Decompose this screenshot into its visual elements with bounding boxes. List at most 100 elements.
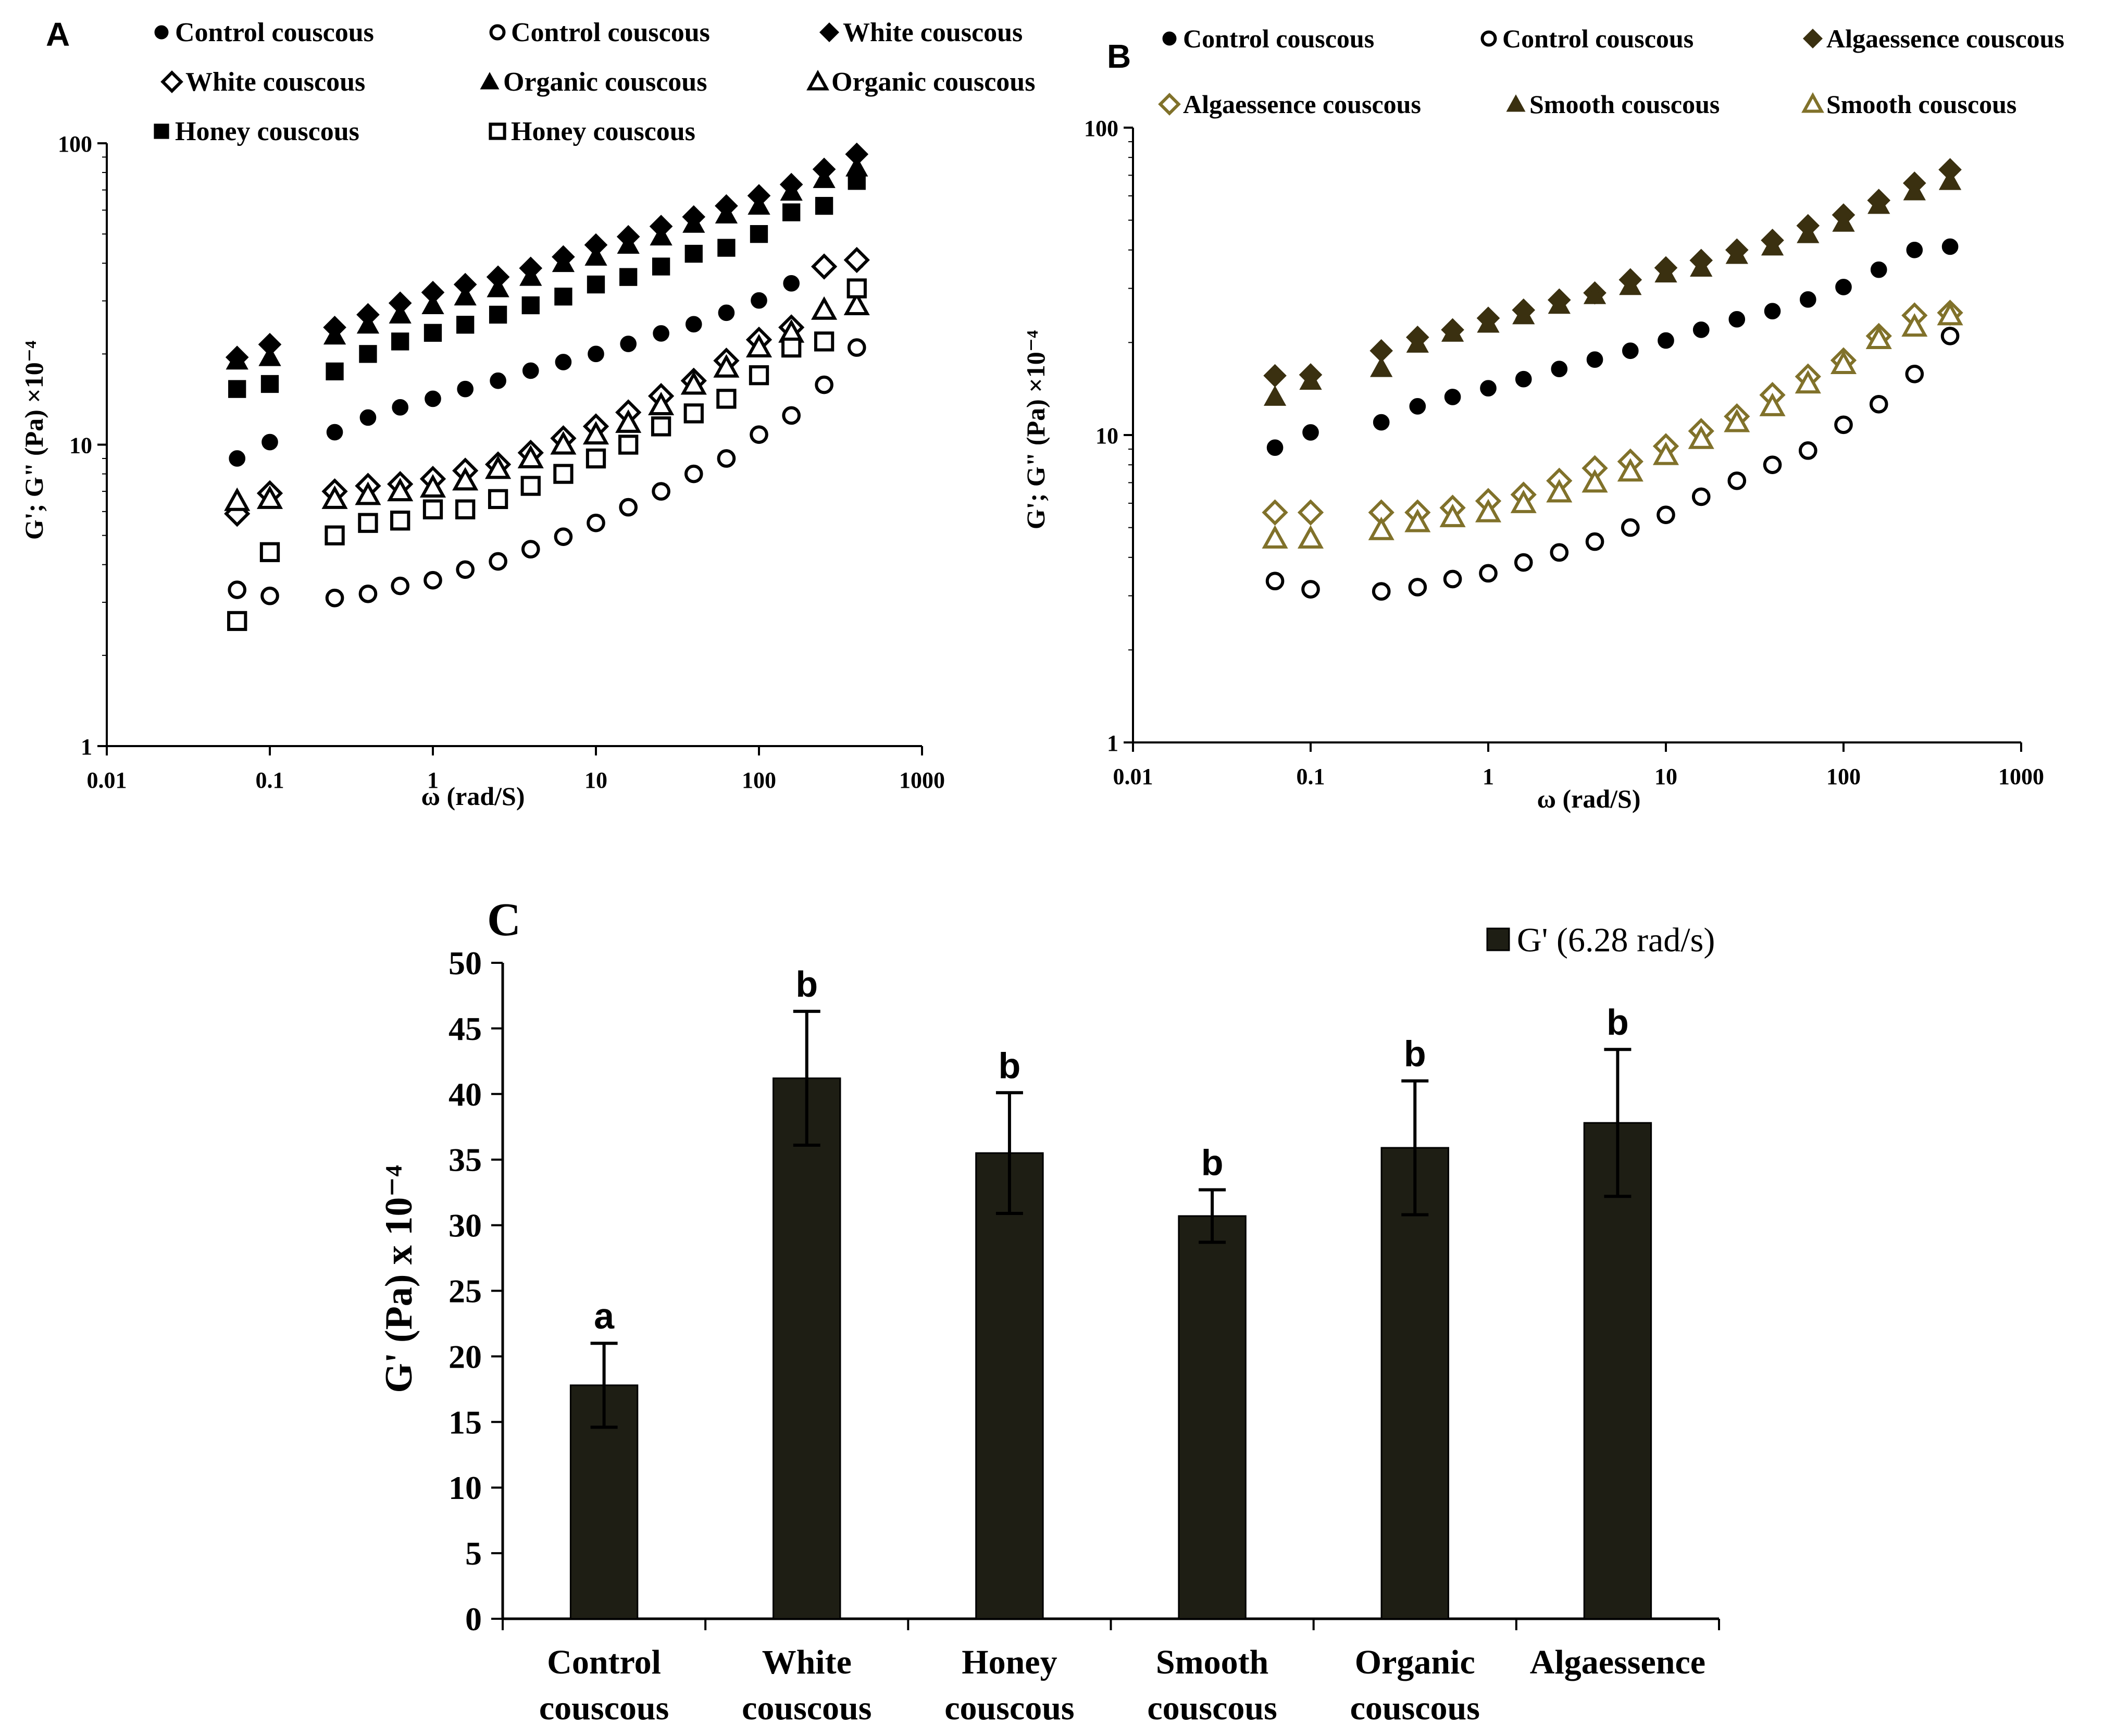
panel-label-a: A — [46, 16, 70, 53]
legend-label: G' (6.28 rad/s) — [1517, 921, 1715, 959]
data-point — [1439, 503, 1466, 527]
panel-b-scatter-chart: B Control couscous Control couscous Algaes… — [1021, 24, 2064, 813]
series-square-open — [227, 278, 867, 631]
data-point — [1941, 238, 1959, 255]
legend-entry: Organic couscous — [831, 67, 1035, 97]
data-point — [521, 296, 540, 315]
data-point — [454, 285, 477, 306]
y-tick-label: 5 — [465, 1535, 482, 1572]
x-tick-label: 0.01 — [87, 767, 127, 793]
y-tick-label: 10 — [69, 433, 92, 458]
legend-entry: Smooth couscous — [1529, 90, 1720, 119]
data-point — [259, 542, 280, 562]
panel-c-y-axis-label: G' (Pa) x 10⁻⁴ — [378, 1165, 420, 1393]
data-point — [224, 487, 251, 511]
data-point — [1798, 441, 1817, 460]
legend-entry: Honey couscous — [511, 117, 695, 146]
data-point — [1830, 350, 1857, 374]
data-point — [1938, 169, 1962, 190]
data-point — [391, 576, 410, 596]
category-label: Smooth — [1156, 1643, 1268, 1681]
data-point — [843, 246, 870, 274]
data-point — [717, 449, 736, 468]
y-tick-label: 35 — [449, 1142, 482, 1179]
panel-b-y-axis-label: G'; G" (Pa) ×10⁻⁴ — [1021, 330, 1050, 529]
data-point — [323, 324, 346, 345]
legend-marker — [1162, 31, 1177, 46]
data-point — [1654, 262, 1677, 283]
data-point — [1797, 222, 1820, 243]
legend-entry: Organic couscous — [503, 67, 707, 97]
data-point — [550, 431, 577, 455]
data-point — [1870, 261, 1887, 278]
data-point — [1443, 569, 1462, 589]
panel-a-x-axis-label: ω (rad/S) — [421, 782, 525, 811]
data-point — [1869, 394, 1888, 414]
data-point — [1763, 455, 1782, 474]
data-point — [684, 464, 703, 483]
data-point — [392, 399, 409, 416]
data-point — [1404, 509, 1431, 532]
data-point — [1795, 370, 1821, 394]
data-point — [813, 167, 836, 188]
data-point — [1262, 525, 1288, 549]
data-point — [1937, 302, 1963, 326]
significance-letter: b — [1607, 1002, 1629, 1043]
y-tick-label: 1 — [1107, 730, 1118, 756]
data-point — [421, 293, 444, 314]
data-point — [552, 252, 575, 272]
x-tick-label: 100 — [742, 767, 776, 793]
data-point — [745, 333, 773, 358]
data-point — [1550, 543, 1569, 562]
series-square-filled — [228, 172, 866, 398]
data-point — [782, 406, 801, 425]
data-point — [846, 278, 867, 299]
data-point — [1799, 291, 1816, 308]
x-tick-label: 0.01 — [1113, 764, 1153, 789]
data-point — [716, 389, 737, 409]
x-tick-label: 1000 — [899, 767, 945, 793]
data-point — [489, 552, 507, 571]
data-point — [1619, 275, 1642, 295]
data-point — [355, 481, 381, 505]
data-point — [619, 268, 638, 286]
data-point — [522, 362, 539, 379]
data-point — [1510, 489, 1537, 513]
data-point — [1548, 293, 1571, 314]
data-point — [256, 485, 283, 509]
y-tick-label: 10 — [1095, 423, 1118, 449]
data-point — [682, 212, 705, 233]
bar — [1178, 1215, 1247, 1620]
data-point — [1441, 321, 1464, 342]
data-point — [1690, 256, 1713, 277]
data-point — [553, 464, 574, 484]
data-point — [1477, 312, 1500, 333]
data-point — [1551, 361, 1568, 378]
x-tick-label: 0.1 — [1297, 764, 1325, 789]
data-point — [1867, 193, 1890, 214]
data-point — [783, 275, 800, 292]
data-point — [261, 433, 278, 451]
series-triangle-open — [1262, 302, 1963, 549]
data-point — [260, 586, 279, 605]
data-point — [651, 416, 671, 437]
data-point — [321, 485, 348, 509]
data-point — [358, 513, 378, 533]
category-label: White — [762, 1643, 852, 1681]
data-point — [751, 292, 767, 309]
data-point — [713, 354, 740, 378]
data-point — [359, 345, 377, 363]
data-point — [228, 380, 246, 398]
data-point — [456, 316, 475, 334]
data-point — [653, 325, 669, 342]
category-label: couscous — [742, 1689, 871, 1727]
data-point — [229, 450, 246, 467]
data-point — [1373, 414, 1390, 431]
data-point — [1514, 553, 1533, 572]
data-point — [1372, 582, 1391, 601]
category-label: couscous — [1147, 1689, 1277, 1727]
data-point — [424, 324, 442, 342]
data-point — [1409, 398, 1426, 415]
data-point — [652, 257, 670, 276]
